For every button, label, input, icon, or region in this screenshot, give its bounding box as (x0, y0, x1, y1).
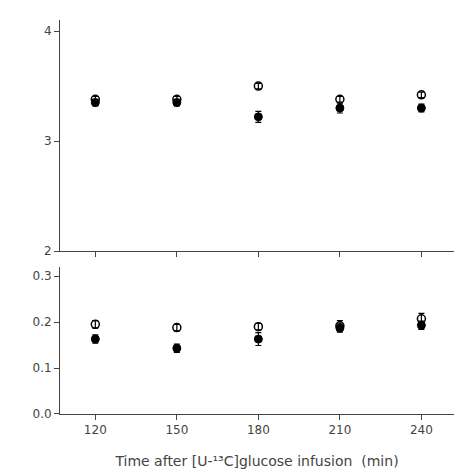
svg-text:0.0: 0.0 (33, 407, 52, 421)
svg-text:150: 150 (165, 423, 188, 437)
svg-text:0.2: 0.2 (33, 315, 52, 329)
svg-text:Time after [U-¹³C]glucose infu: Time after [U-¹³C]glucose infusion (min) (114, 453, 398, 469)
svg-text:0.1: 0.1 (33, 361, 52, 375)
svg-text:120: 120 (84, 423, 107, 437)
svg-text:180: 180 (247, 423, 270, 437)
svg-text:2: 2 (44, 244, 52, 258)
svg-text:3: 3 (44, 134, 52, 148)
svg-text:210: 210 (328, 423, 351, 437)
svg-text:4: 4 (44, 24, 52, 38)
svg-text:0.3: 0.3 (33, 269, 52, 283)
svg-text:240: 240 (410, 423, 433, 437)
